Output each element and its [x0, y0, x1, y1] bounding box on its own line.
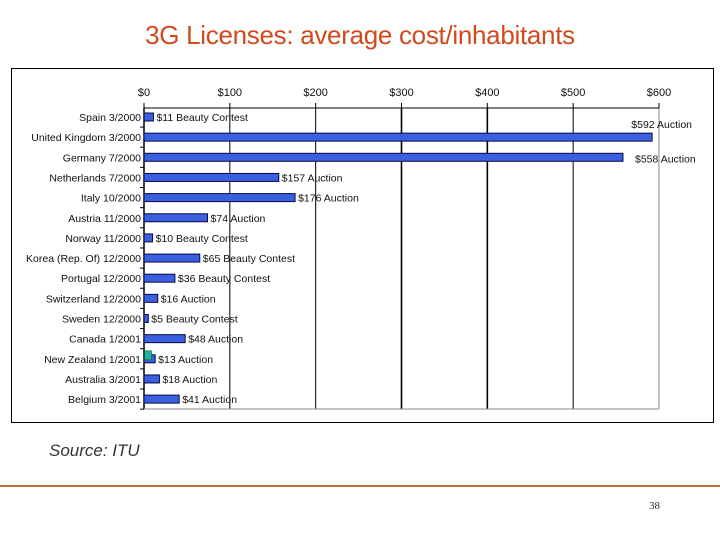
- category-label: Switzerland 12/2000: [46, 293, 141, 305]
- bar: [143, 112, 154, 122]
- category-label: Spain 3/2000: [79, 112, 141, 124]
- data-label: $157 Auction: [282, 172, 343, 184]
- data-label: $36 Beauty Contest: [178, 273, 270, 285]
- category-label: Portugal 12/2000: [61, 273, 141, 285]
- source-note: Source: ITU: [49, 441, 140, 460]
- bar: [143, 253, 201, 263]
- x-tick-label: $100: [218, 87, 242, 99]
- x-tick-label: $0: [138, 87, 150, 99]
- bar: [143, 233, 154, 243]
- category-label: United Kingdom 3/2000: [31, 132, 141, 144]
- category-label: Australia 3/2001: [65, 374, 141, 386]
- category-label: Belgium 3/2001: [68, 394, 141, 406]
- bar: [143, 374, 160, 384]
- data-label: $13 Auction: [158, 354, 213, 366]
- data-label: $16 Auction: [161, 293, 216, 305]
- x-tick-label: $500: [561, 87, 585, 99]
- category-label: Italy 10/2000: [81, 193, 141, 205]
- data-label: $74 Auction: [211, 213, 266, 225]
- x-tick-label: $600: [647, 87, 671, 99]
- category-label: Netherlands 7/2000: [49, 172, 141, 184]
- data-label: $65 Beauty Contest: [203, 253, 295, 265]
- footer-divider: [0, 485, 720, 487]
- chart-frame: [11, 68, 714, 423]
- bar: [143, 152, 624, 162]
- bar: [143, 394, 180, 404]
- category-label: Korea (Rep. Of) 12/2000: [26, 253, 141, 265]
- data-label: $176 Auction: [298, 193, 359, 205]
- data-label: $592 Auction: [631, 119, 692, 131]
- data-label: $18 Auction: [162, 374, 217, 386]
- slide-title: 3G Licenses: average cost/inhabitants: [145, 20, 575, 50]
- x-tick-label: $300: [389, 87, 413, 99]
- x-tick-label: $400: [475, 87, 499, 99]
- category-label: Germany 7/2000: [63, 152, 141, 164]
- category-label: New Zealand 1/2001: [44, 354, 141, 366]
- bar: [143, 213, 209, 223]
- x-tick-label: $200: [303, 87, 327, 99]
- category-label: Sweden 12/2000: [62, 314, 141, 326]
- page-number: 38: [649, 500, 660, 512]
- bar: [143, 293, 159, 303]
- bar: [143, 334, 186, 344]
- bar: [143, 314, 149, 323]
- data-label: $48 Auction: [188, 334, 243, 346]
- data-label: $10 Beauty Contest: [156, 233, 248, 245]
- bar: [143, 172, 280, 182]
- category-label: Norway 11/2000: [65, 233, 141, 245]
- bar: [143, 273, 176, 283]
- data-label: $41 Auction: [182, 394, 237, 406]
- category-label: Canada 1/2001: [69, 334, 141, 346]
- bar: [143, 193, 296, 203]
- data-label: $5 Beauty Contest: [151, 314, 237, 326]
- highlight-marker: [144, 350, 152, 361]
- category-label: Austria 11/2000: [68, 213, 141, 225]
- data-label: $11 Beauty Contest: [156, 112, 248, 124]
- data-label: $558 Auction: [635, 153, 696, 165]
- bar: [143, 132, 653, 142]
